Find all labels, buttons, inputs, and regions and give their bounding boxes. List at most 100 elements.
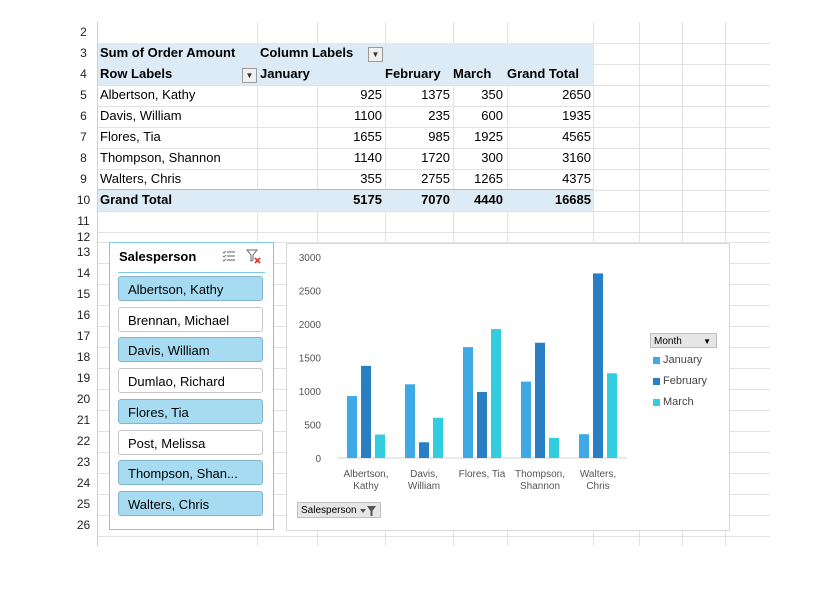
row-number[interactable]: 5	[80, 88, 87, 102]
row-number[interactable]: 22	[76, 434, 91, 448]
row-number[interactable]: 19	[76, 371, 91, 385]
row-number[interactable]: 25	[76, 497, 91, 511]
row-number[interactable]: 3	[80, 46, 87, 60]
value-february[interactable]: 1375	[421, 87, 450, 102]
value-january[interactable]: 925	[360, 87, 382, 102]
bar-january[interactable]	[521, 381, 531, 458]
row-number[interactable]: 14	[76, 266, 91, 280]
value-march[interactable]: 350	[481, 87, 503, 102]
row-number[interactable]: 17	[76, 329, 91, 343]
pivot-row-label[interactable]: Thompson, Shannon	[100, 150, 221, 165]
row-number[interactable]: 15	[76, 287, 91, 301]
bar-march[interactable]	[607, 373, 617, 458]
slicer-item[interactable]: Davis, William	[118, 337, 263, 363]
row-number[interactable]: 12	[76, 230, 91, 244]
value-january[interactable]: 1140	[354, 150, 382, 165]
bar-february[interactable]	[593, 273, 603, 458]
legend-label: February	[663, 375, 708, 387]
bar-march[interactable]	[433, 417, 443, 458]
row-number[interactable]: 8	[80, 151, 87, 165]
pivot-chart[interactable]: 0 500 1000 1500 2000 2500 3000 Albertson, Kathy D…	[286, 243, 730, 531]
value-grand-total[interactable]: 1935	[562, 108, 591, 123]
value-march[interactable]: 1265	[474, 171, 503, 186]
clear-filter-icon[interactable]	[245, 249, 261, 264]
row-number[interactable]: 20	[76, 392, 91, 406]
grand-total-february[interactable]: 7070	[421, 192, 450, 207]
multi-select-icon[interactable]	[222, 249, 236, 263]
column-labels-filter-button[interactable]: ▼	[368, 47, 383, 62]
row-number[interactable]: 18	[76, 350, 91, 364]
legend-month-filter-button[interactable]: Month ▼	[650, 333, 717, 348]
value-february[interactable]: 2755	[421, 171, 450, 186]
slicer-item[interactable]: Thompson, Shan...	[118, 460, 263, 486]
salesperson-slicer[interactable]: Salesperson Albertson, Kathy Brennan, Mic…	[109, 242, 274, 530]
row-number[interactable]: 26	[76, 518, 91, 532]
grand-total-label[interactable]: Grand Total	[100, 192, 172, 207]
value-march[interactable]: 1925	[474, 129, 503, 144]
value-february[interactable]: 985	[428, 129, 450, 144]
row-number[interactable]: 13	[76, 245, 91, 259]
value-january[interactable]: 1100	[354, 108, 382, 123]
value-february[interactable]: 1720	[421, 150, 450, 165]
header-january[interactable]: January	[260, 66, 310, 81]
bar-march[interactable]	[549, 437, 559, 458]
slicer-item[interactable]: Albertson, Kathy	[118, 276, 263, 301]
salesperson-field-button[interactable]: Salesperson	[297, 502, 381, 518]
row-labels-filter-button[interactable]: ▼	[242, 68, 257, 83]
gridline-row	[97, 148, 770, 149]
row-number[interactable]: 2	[80, 25, 87, 39]
row-number[interactable]: 11	[77, 214, 90, 228]
x-tick-label: William	[408, 481, 440, 492]
value-february[interactable]: 235	[428, 108, 450, 123]
pivot-row-label[interactable]: Albertson, Kathy	[100, 87, 196, 102]
bar-january[interactable]	[579, 434, 589, 458]
value-march[interactable]: 600	[481, 108, 503, 123]
bar-february[interactable]	[361, 365, 371, 458]
row-number[interactable]: 9	[80, 172, 87, 186]
legend-entry[interactable]: February	[653, 374, 707, 388]
row-number[interactable]: 4	[80, 67, 87, 81]
column-labels-cell[interactable]: Column Labels	[260, 45, 354, 60]
bar-february[interactable]	[419, 442, 429, 458]
slicer-item[interactable]: Walters, Chris	[118, 490, 263, 516]
value-grand-total[interactable]: 2650	[562, 87, 591, 102]
grand-total-january[interactable]: 5175	[353, 192, 382, 207]
field-button-label: Salesperson	[301, 505, 357, 516]
legend-entry[interactable]: March	[653, 395, 694, 409]
bar-february[interactable]	[535, 342, 545, 458]
bar-january[interactable]	[347, 396, 357, 458]
row-number[interactable]: 23	[76, 455, 91, 469]
grand-total-march[interactable]: 4440	[474, 192, 503, 207]
slicer-item[interactable]: Flores, Tia	[118, 398, 263, 424]
slicer-item[interactable]: Brennan, Michael	[118, 306, 263, 332]
header-march[interactable]: March	[453, 66, 492, 81]
value-january[interactable]: 1655	[353, 129, 382, 144]
slicer-item[interactable]: Post, Melissa	[118, 429, 263, 455]
row-number[interactable]: 7	[80, 130, 87, 144]
value-grand-total[interactable]: 3160	[562, 150, 591, 165]
header-february[interactable]: February	[385, 66, 441, 81]
value-january[interactable]: 355	[360, 171, 382, 186]
row-number[interactable]: 24	[76, 476, 91, 490]
row-number[interactable]: 6	[80, 109, 87, 123]
bar-january[interactable]	[405, 384, 415, 458]
value-grand-total[interactable]: 4565	[562, 129, 591, 144]
slicer-item[interactable]: Dumlao, Richard	[118, 368, 263, 394]
row-number[interactable]: 21	[76, 413, 91, 427]
bar-january[interactable]	[463, 347, 473, 458]
legend-entry[interactable]: January	[653, 353, 702, 367]
row-number[interactable]: 16	[76, 308, 91, 322]
row-number[interactable]: 10	[76, 193, 91, 207]
pivot-title-cell[interactable]: Sum of Order Amount	[100, 45, 236, 60]
pivot-row-label[interactable]: Flores, Tia	[100, 129, 161, 144]
value-march[interactable]: 300	[481, 150, 503, 165]
pivot-row-label[interactable]: Walters, Chris	[100, 171, 182, 186]
row-labels-cell[interactable]: Row Labels	[100, 66, 173, 81]
bar-march[interactable]	[491, 329, 501, 458]
header-grand-total[interactable]: Grand Total	[507, 66, 579, 81]
value-grand-total[interactable]: 4375	[562, 171, 591, 186]
pivot-row-label[interactable]: Davis, William	[100, 108, 182, 123]
bar-march[interactable]	[375, 434, 385, 458]
grand-total-overall[interactable]: 16685	[554, 192, 591, 207]
bar-february[interactable]	[477, 392, 487, 458]
